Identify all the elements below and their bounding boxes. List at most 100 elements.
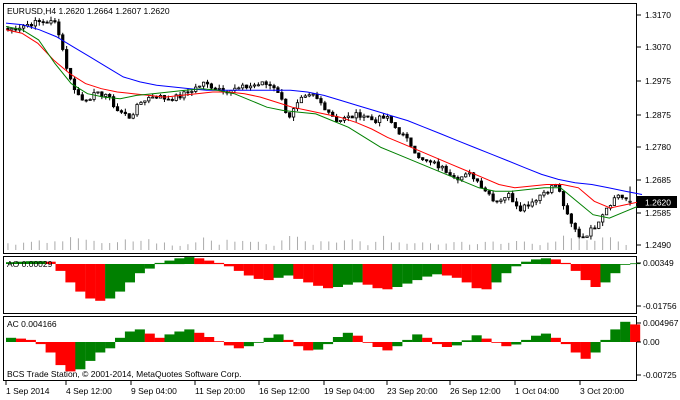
candle bbox=[577, 226, 581, 239]
candle bbox=[530, 198, 534, 208]
ao-bar bbox=[214, 262, 225, 265]
bull-candle-body bbox=[147, 96, 151, 102]
candle bbox=[108, 93, 112, 101]
candle bbox=[241, 82, 245, 91]
candle bbox=[518, 202, 523, 212]
bull-candle-body bbox=[88, 99, 92, 101]
bear-candle-body bbox=[491, 193, 495, 202]
ao-bar bbox=[194, 258, 205, 265]
candle bbox=[436, 158, 440, 171]
ac-bar bbox=[352, 335, 363, 342]
bear-candle-body bbox=[178, 94, 182, 99]
time-tick: 3 Oct 20:00 bbox=[580, 386, 624, 396]
ao-bar bbox=[134, 264, 145, 274]
candle bbox=[268, 81, 272, 90]
ac-panel-frame[interactable] bbox=[3, 316, 637, 381]
ao-bar bbox=[154, 262, 165, 265]
bull-candle-body bbox=[241, 84, 245, 89]
candle bbox=[260, 81, 264, 86]
ac-bar bbox=[392, 342, 403, 347]
ao-panel-frame[interactable] bbox=[3, 256, 637, 314]
ao-bar bbox=[422, 264, 433, 277]
bull-candle-body bbox=[503, 197, 507, 201]
ac-histogram bbox=[6, 321, 641, 372]
candle bbox=[252, 82, 257, 89]
candle bbox=[135, 102, 139, 117]
candle bbox=[581, 233, 585, 239]
price-axis: 1.3170 1.3070 1.2975 1.2875 1.2780 1.268… bbox=[637, 10, 671, 250]
ac-bar bbox=[461, 340, 472, 342]
ac-bar bbox=[263, 337, 274, 342]
ao-bar bbox=[402, 264, 413, 284]
candle bbox=[432, 160, 437, 165]
bull-candle-body bbox=[190, 91, 194, 93]
bear-candle-body bbox=[272, 85, 276, 89]
main-panel-frame[interactable] bbox=[3, 3, 637, 254]
bear-candle-body bbox=[53, 20, 57, 23]
candle bbox=[37, 18, 41, 26]
ac-bar bbox=[85, 342, 96, 361]
ao-bar bbox=[35, 261, 46, 264]
ao-bar bbox=[243, 264, 254, 276]
candle bbox=[190, 89, 194, 96]
bear-candle-body bbox=[561, 190, 566, 207]
ma-red-line bbox=[5, 29, 643, 209]
candle bbox=[464, 172, 468, 178]
ac-bar bbox=[65, 342, 76, 372]
candle bbox=[143, 100, 147, 106]
ao-bar bbox=[263, 264, 274, 281]
ao-bar bbox=[164, 260, 175, 265]
ao-bar bbox=[223, 264, 234, 267]
bear-candle-body bbox=[409, 137, 413, 147]
candle bbox=[299, 95, 303, 104]
ac-bar bbox=[323, 342, 334, 345]
bull-candle-body bbox=[460, 176, 464, 181]
ac-bar bbox=[471, 335, 482, 342]
ac-bar bbox=[491, 342, 502, 343]
ac-bar bbox=[451, 342, 462, 346]
bull-candle-body bbox=[616, 194, 620, 199]
bear-candle-body bbox=[319, 98, 323, 104]
candle bbox=[526, 201, 530, 209]
ac-bar bbox=[372, 342, 383, 347]
bear-candle-body bbox=[487, 190, 491, 195]
bull-candle-body bbox=[534, 200, 538, 203]
bear-candle-body bbox=[381, 115, 386, 119]
candle bbox=[507, 191, 511, 201]
bear-candle-body bbox=[76, 89, 80, 96]
candle bbox=[491, 191, 495, 203]
ao-bar bbox=[85, 264, 96, 299]
candle bbox=[264, 80, 268, 89]
bull-candle-body bbox=[291, 108, 296, 118]
bear-candle-body bbox=[358, 112, 362, 118]
ac-bar bbox=[511, 342, 522, 345]
ac-header: AC 0.004166 bbox=[7, 319, 57, 329]
bull-candle-body bbox=[92, 92, 96, 100]
bear-candle-body bbox=[577, 228, 581, 238]
candle bbox=[311, 93, 315, 97]
ma-green-line bbox=[5, 26, 643, 219]
ac-bar bbox=[95, 342, 106, 353]
bear-candle-body bbox=[323, 102, 327, 111]
time-tick: 16 Sep 12:00 bbox=[259, 386, 310, 396]
ao-bar bbox=[283, 264, 294, 276]
bull-candle-body bbox=[589, 227, 593, 237]
ac-axis-tick: 0.00 bbox=[643, 337, 660, 347]
ao-bar bbox=[105, 264, 116, 299]
ao-bar bbox=[590, 264, 601, 287]
ao-bar bbox=[531, 259, 542, 264]
bull-candle-body bbox=[338, 119, 343, 122]
candle bbox=[65, 45, 69, 72]
ac-bar bbox=[422, 337, 433, 342]
ac-bar bbox=[402, 339, 413, 342]
candle bbox=[495, 200, 499, 204]
candle bbox=[96, 91, 100, 95]
candle bbox=[569, 212, 573, 228]
candles[interactable] bbox=[6, 16, 632, 240]
bear-candle-body bbox=[573, 222, 577, 230]
candle bbox=[409, 137, 413, 148]
bear-candle-body bbox=[166, 98, 170, 101]
ac-bar bbox=[412, 334, 423, 342]
candle bbox=[354, 109, 358, 122]
